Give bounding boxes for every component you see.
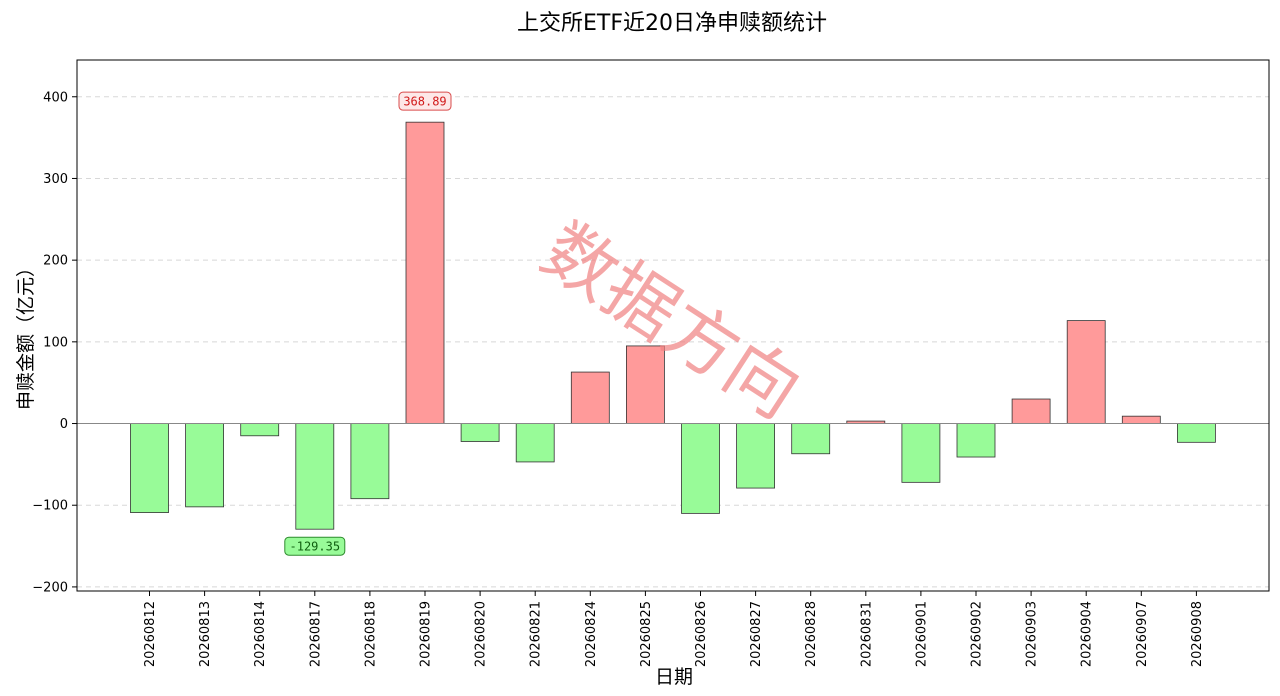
bar-20260821 (515, 423, 555, 463)
y-tick-label: −200 (32, 580, 68, 595)
x-tick-label: 20260901 (914, 601, 929, 667)
plot-frame (76, 59, 1270, 592)
bar-20260825 (626, 345, 665, 424)
y-axis-label: 申赎金额（亿元） (15, 258, 37, 410)
y-tick-label: 200 (43, 254, 68, 269)
x-tick-label: 20260821 (529, 601, 544, 667)
min-annotation: -129.35 (284, 536, 346, 556)
x-tick-label: 20260908 (1190, 601, 1205, 667)
bar-20260824 (570, 371, 610, 424)
x-tick-label: 20260903 (1025, 601, 1040, 667)
bar-20260817 (295, 423, 335, 530)
y-tick-label: 400 (43, 90, 68, 105)
bar-20260904 (1066, 320, 1106, 424)
annotation-box (284, 536, 346, 556)
bar-20260818 (350, 423, 390, 500)
x-tick-label: 20260812 (143, 601, 158, 667)
bar-20260826 (681, 423, 720, 514)
x-tick-label: 20260814 (253, 601, 268, 667)
bar-20260813 (185, 423, 225, 508)
bar-20260812 (130, 423, 169, 513)
annotation-label: -129.35 (290, 540, 341, 554)
bar-20260907 (1121, 415, 1161, 424)
x-tick-label: 20260904 (1080, 601, 1095, 667)
bar-20260902 (956, 423, 996, 458)
x-tick-label: 20260825 (639, 601, 654, 667)
bar-20260908 (1177, 423, 1216, 443)
bar-20260901 (901, 423, 941, 483)
bar-20260828 (791, 423, 831, 455)
x-tick-label: 20260820 (474, 601, 489, 667)
x-tick-label: 20260813 (198, 601, 213, 667)
bar-20260827 (736, 423, 775, 489)
x-tick-label: 20260828 (804, 601, 819, 667)
bar-20260814 (240, 423, 280, 437)
y-tick-label: 100 (43, 335, 68, 350)
annotations: 368.89 -129.35 (284, 91, 452, 556)
x-tick-label: 20260824 (584, 601, 599, 667)
bar-20260903 (1011, 398, 1051, 424)
bar-20260820 (460, 423, 500, 442)
y-tick-label: 0 (60, 417, 68, 432)
annotation-label: 368.89 (403, 95, 446, 109)
max-annotation: 368.89 (398, 91, 452, 111)
bar-20260819 (405, 121, 445, 424)
chart-title: 上交所ETF近20日净申赎额统计 (517, 11, 827, 36)
x-axis-label: 日期 (655, 666, 693, 688)
x-tick-label: 20260831 (859, 601, 874, 667)
x-axis-ticks: 20260812 20260813 20260814 20260817 20260818… (143, 591, 1205, 667)
y-tick-label: 300 (43, 172, 68, 187)
x-tick-label: 20260827 (749, 601, 764, 667)
y-axis-ticks: −200 −100 0 100 200 300 400 (32, 90, 77, 595)
annotation-box (398, 91, 452, 111)
y-tick-label: −100 (32, 499, 68, 514)
x-tick-label: 20260817 (308, 601, 323, 667)
x-tick-label: 20260902 (970, 601, 985, 667)
x-tick-label: 20260818 (363, 601, 378, 667)
x-tick-label: 20260826 (694, 601, 709, 667)
bars (130, 121, 1216, 530)
x-tick-label: 20260907 (1135, 601, 1150, 667)
x-tick-label: 20260819 (419, 601, 434, 667)
